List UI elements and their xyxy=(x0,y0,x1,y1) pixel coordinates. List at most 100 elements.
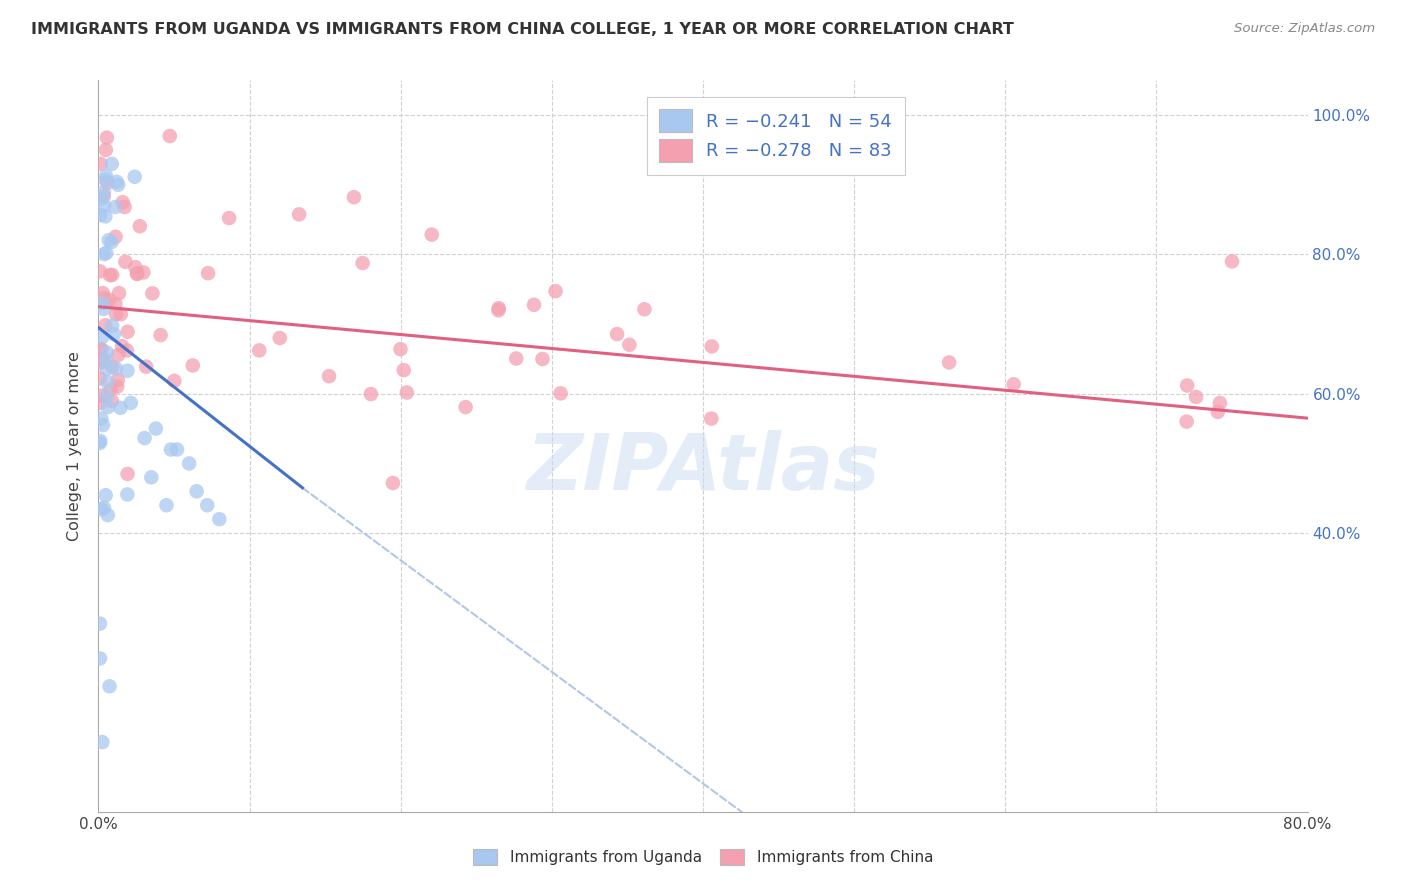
Point xyxy=(89,616,111,631)
Point xyxy=(91,296,114,310)
Point xyxy=(96,362,118,376)
Point xyxy=(96,176,118,190)
Point xyxy=(128,219,150,234)
Point xyxy=(1185,390,1208,404)
Point xyxy=(115,343,138,358)
Point xyxy=(103,327,125,342)
Point xyxy=(181,359,204,373)
Point xyxy=(101,318,124,333)
Point xyxy=(89,264,111,278)
Point xyxy=(523,298,546,312)
Point xyxy=(195,498,218,512)
Point xyxy=(318,369,340,384)
Point xyxy=(163,374,186,388)
Point xyxy=(1206,405,1229,419)
Point xyxy=(105,379,128,393)
Point xyxy=(117,467,139,481)
Point xyxy=(90,502,112,516)
Text: ZIPAtlas: ZIPAtlas xyxy=(526,430,880,506)
Point xyxy=(89,371,111,385)
Point xyxy=(98,268,121,282)
Point xyxy=(89,342,111,356)
Point xyxy=(145,421,167,435)
Text: IMMIGRANTS FROM UGANDA VS IMMIGRANTS FROM CHINA COLLEGE, 1 YEAR OR MORE CORRELAT: IMMIGRANTS FROM UGANDA VS IMMIGRANTS FRO… xyxy=(31,22,1014,37)
Point xyxy=(110,401,132,415)
Point xyxy=(94,143,117,157)
Point xyxy=(141,470,163,484)
Point xyxy=(124,260,146,275)
Point xyxy=(1209,396,1232,410)
Point xyxy=(93,291,115,305)
Point xyxy=(160,442,183,457)
Point xyxy=(91,286,114,301)
Point xyxy=(141,286,163,301)
Point xyxy=(93,501,115,516)
Point xyxy=(117,325,139,339)
Point xyxy=(111,195,134,210)
Point xyxy=(107,348,129,362)
Point xyxy=(93,189,115,203)
Point xyxy=(91,418,114,433)
Point xyxy=(1175,378,1198,392)
Point xyxy=(343,190,366,204)
Point xyxy=(105,307,128,321)
Point xyxy=(505,351,527,366)
Point xyxy=(544,284,567,298)
Point xyxy=(247,343,270,358)
Point xyxy=(104,297,127,311)
Point xyxy=(100,235,122,249)
Point xyxy=(606,326,628,341)
Point xyxy=(700,411,723,425)
Point xyxy=(105,361,128,376)
Text: Source: ZipAtlas.com: Source: ZipAtlas.com xyxy=(1234,22,1375,36)
Point xyxy=(90,356,112,370)
Point xyxy=(94,173,117,187)
Point xyxy=(93,199,115,213)
Point xyxy=(93,247,115,261)
Point xyxy=(288,207,311,221)
Point xyxy=(938,355,960,369)
Point xyxy=(97,508,120,523)
Point xyxy=(94,353,117,368)
Point xyxy=(93,185,115,199)
Point xyxy=(360,387,382,401)
Point xyxy=(101,359,124,374)
Point xyxy=(550,386,572,401)
Point xyxy=(90,192,112,206)
Point xyxy=(700,339,723,353)
Point xyxy=(107,373,129,387)
Point xyxy=(1220,254,1243,268)
Point xyxy=(101,157,124,171)
Point xyxy=(149,328,172,343)
Point xyxy=(117,364,139,378)
Point xyxy=(488,301,510,315)
Point xyxy=(90,388,112,402)
Point xyxy=(197,266,219,280)
Point xyxy=(179,457,201,471)
Point xyxy=(111,339,134,353)
Y-axis label: College, 1 year or more: College, 1 year or more xyxy=(67,351,83,541)
Point xyxy=(97,233,120,247)
Legend: Immigrants from Uganda, Immigrants from China: Immigrants from Uganda, Immigrants from … xyxy=(467,843,939,871)
Point xyxy=(352,256,374,270)
Point xyxy=(96,345,118,359)
Point xyxy=(94,488,117,502)
Point xyxy=(105,175,128,189)
Point xyxy=(120,396,142,410)
Point xyxy=(89,396,111,410)
Point xyxy=(619,338,641,352)
Point xyxy=(108,286,131,301)
Point xyxy=(107,178,129,192)
Point xyxy=(420,227,443,242)
Point xyxy=(98,293,121,307)
Point xyxy=(395,385,418,400)
Point xyxy=(91,352,114,367)
Point xyxy=(104,229,127,244)
Point xyxy=(1002,377,1025,392)
Point xyxy=(114,254,136,268)
Point xyxy=(90,343,112,357)
Point xyxy=(531,351,554,366)
Point xyxy=(89,434,111,448)
Point xyxy=(1175,415,1198,429)
Point xyxy=(159,128,181,143)
